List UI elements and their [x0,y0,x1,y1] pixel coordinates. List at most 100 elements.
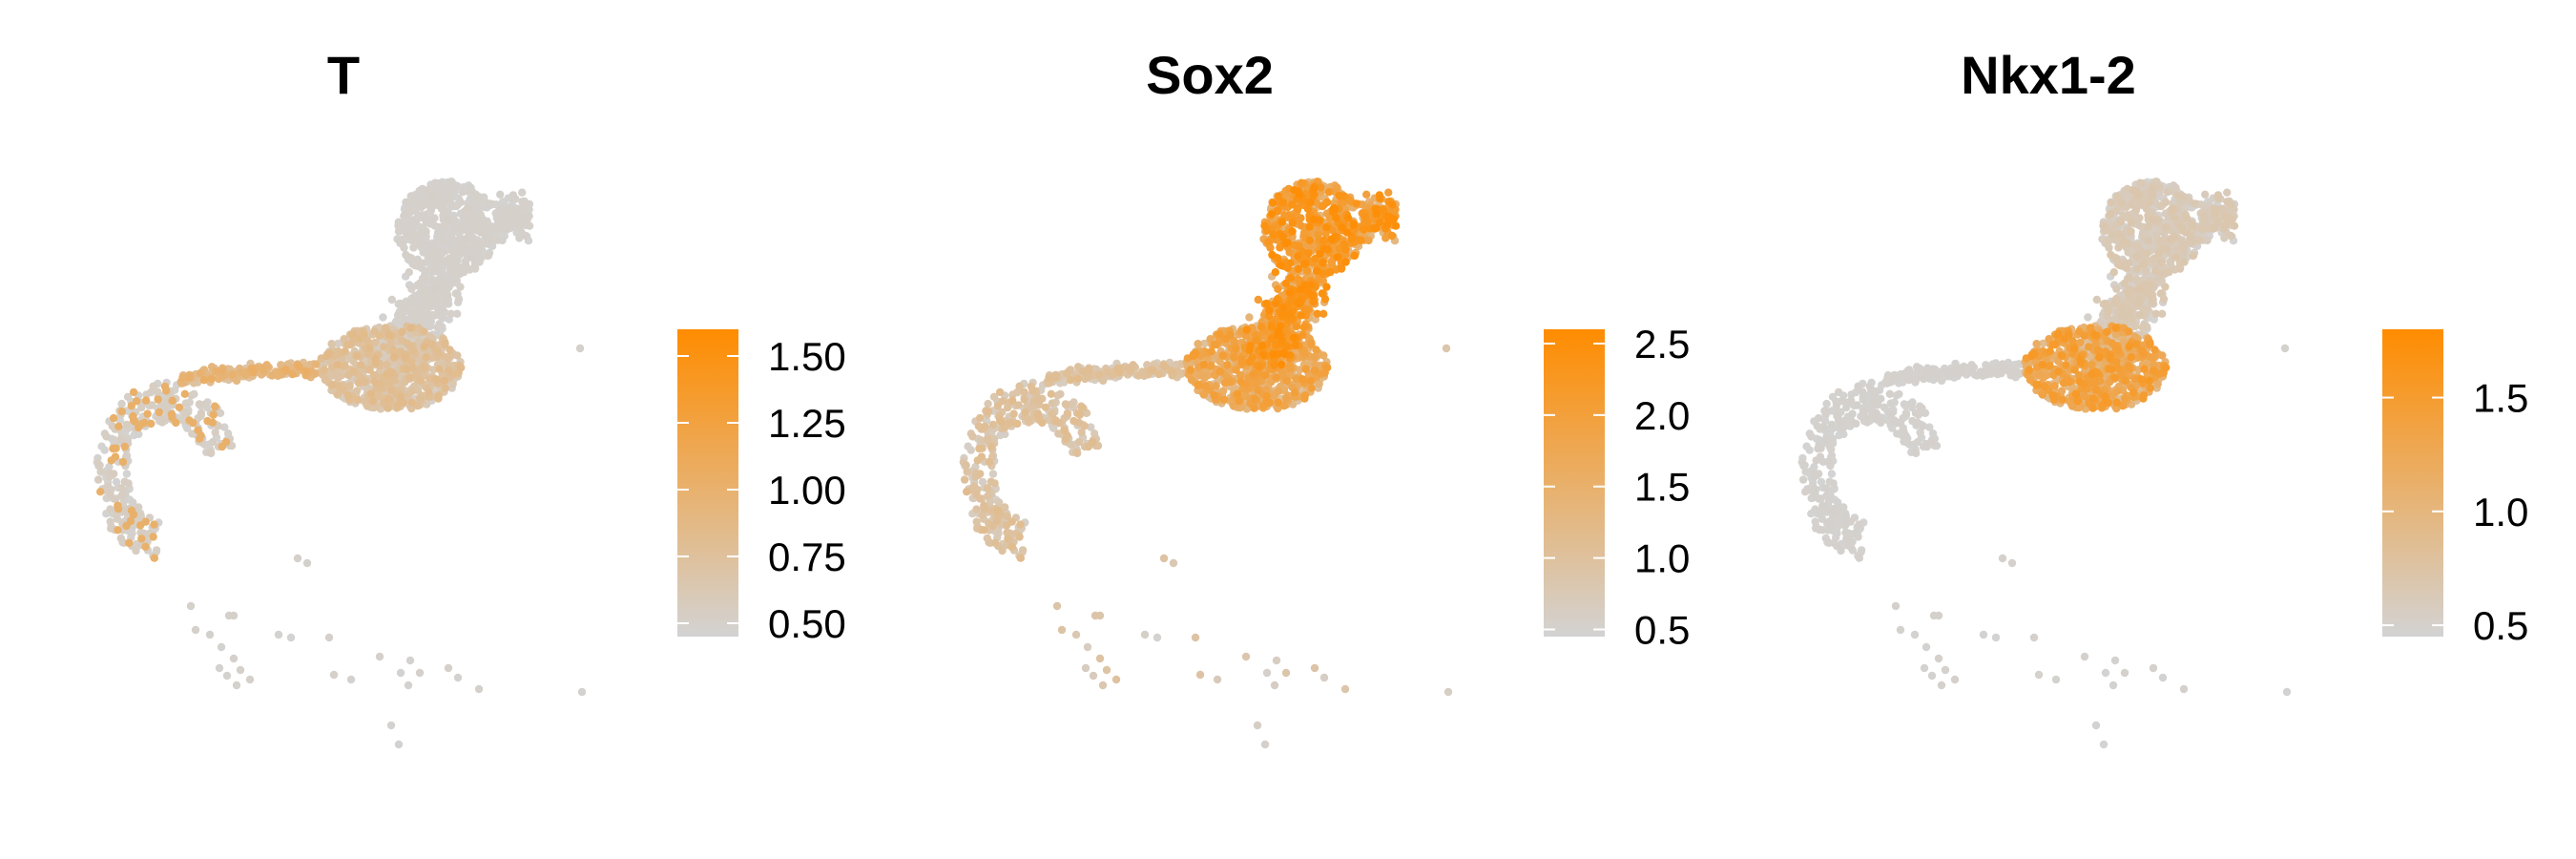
cell-point [109,444,117,453]
cell-point [1372,209,1381,219]
cell-point [1305,222,1314,231]
cell-point [1060,426,1069,434]
cell-point [109,413,118,423]
cell-point [496,190,505,199]
cell-point [1245,313,1254,322]
cell-point [384,404,392,412]
cell-point [110,435,119,445]
cell-point [1251,394,1259,403]
cell-point [385,330,394,340]
cell-point [966,446,975,454]
cell-point [1278,312,1287,321]
cell-point [419,310,428,319]
cell-point [1007,418,1015,428]
cell-point [1286,259,1295,267]
cell-point [365,345,374,353]
cell-point [1088,437,1097,447]
cell-point [408,192,417,201]
cell-point [149,382,157,390]
cell-point [1360,225,1368,234]
cell-point [1259,350,1268,359]
cell-point [1827,470,1837,478]
cell-point [450,183,459,192]
cell-point [1285,350,1295,360]
cell-point [1294,264,1303,273]
cell-point [1057,625,1067,635]
cell-point [993,506,1003,515]
cell-point [415,279,424,288]
cell-point [521,231,530,241]
cell-point [972,517,981,526]
cell-point [451,289,460,298]
cell-point [1900,400,1909,409]
cell-point [1257,342,1266,350]
panel-title: T [327,45,360,105]
cell-point [311,360,321,368]
cell-point [1307,384,1316,392]
cell-point [1292,374,1300,384]
cell-point [357,361,365,369]
cell-point [1015,533,1024,541]
cell-point [1316,249,1324,259]
cell-point [329,670,339,680]
cell-point [1210,390,1218,400]
cell-point [1024,415,1032,424]
cell-point [295,363,303,371]
cell-point [2007,558,2017,568]
cell-point [215,663,224,673]
cell-point [293,554,302,563]
cell-point [408,364,417,372]
cell-point [245,675,255,684]
cell-point [1012,388,1022,397]
cell-point [1187,375,1196,385]
cell-point [1233,389,1242,398]
cell-point [1254,387,1262,395]
cell-point [427,299,436,308]
cell-point [1893,430,1901,438]
cell-point [420,259,428,267]
cell-point [191,625,200,635]
cell-point [1038,418,1047,428]
cell-point [1341,258,1350,266]
cell-point [975,413,985,423]
cell-point [492,200,501,209]
cell-point [490,236,499,244]
cell-point [1028,387,1037,395]
cell-point [452,269,461,278]
cell-point [1172,360,1181,369]
cell-point [509,218,518,226]
cell-point [180,389,189,398]
cell-point [1008,542,1016,551]
cell-point [434,322,443,331]
cell-point [434,394,443,403]
legend-tick-label: 1.25 [768,401,846,446]
cell-point [477,214,487,222]
cell-point [399,306,407,315]
cell-point [348,330,358,339]
cell-point [207,374,216,384]
cell-point [525,221,534,230]
cell-point [1009,409,1018,418]
cell-point [154,395,162,404]
cell-point [414,211,423,220]
cell-point [1262,668,1272,678]
cell-point [1319,237,1328,245]
cell-point [1350,251,1360,261]
cell-point [218,366,227,374]
cell-point [1275,387,1283,395]
cell-point [1232,345,1240,353]
cell-point [1254,295,1262,304]
cell-point [375,331,384,340]
cell-point [441,340,449,348]
cell-point [1316,216,1324,224]
cell-point [411,218,420,226]
cell-point [1319,673,1329,682]
cell-point [1811,505,1819,513]
cell-point [1221,334,1231,344]
cell-point [978,511,987,519]
cell-point [988,470,998,478]
cell-point [112,511,120,519]
cell-point [444,191,452,199]
cell-point [408,346,418,354]
